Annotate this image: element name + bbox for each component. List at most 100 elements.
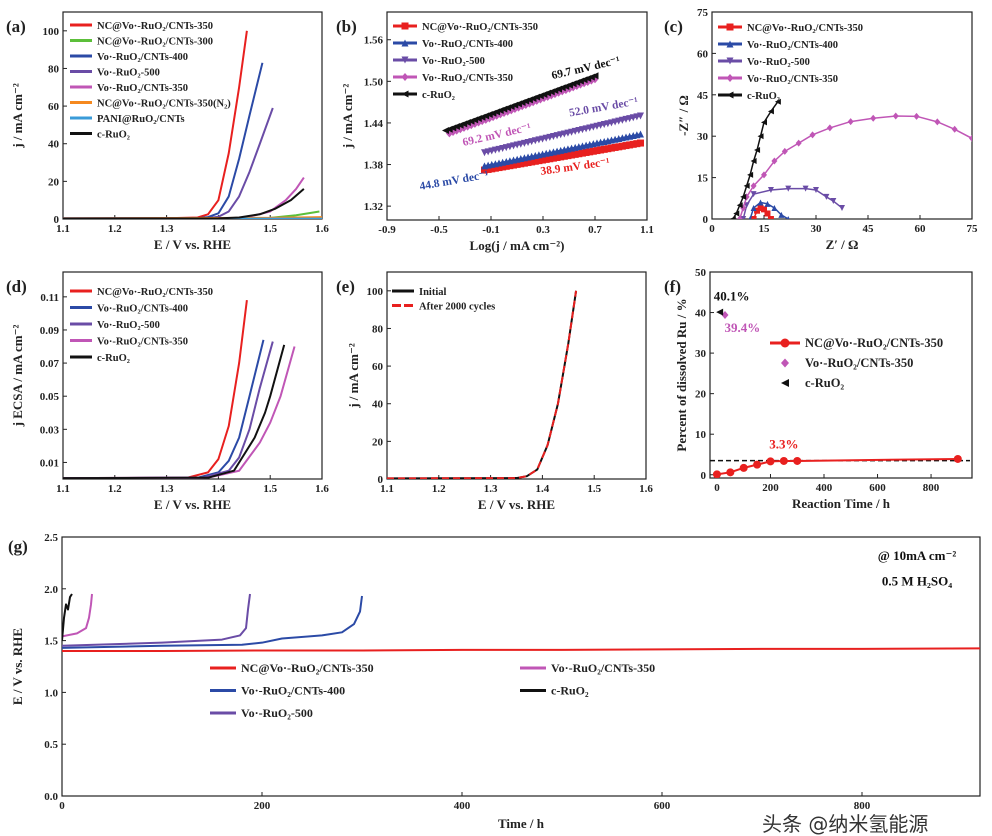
y-tick-label: 1.50 [364,76,384,88]
legend-item: Vo·-RuO₂/CNTs-400 [210,684,345,698]
data-point [774,98,781,105]
x-tick-label: 1.1 [380,483,394,495]
data-point [969,134,972,142]
legend-item: NC@Vo·-RuO₂/CNTs-350(N₂) [70,99,231,110]
legend-marker [401,56,409,64]
data-point [839,204,845,211]
legend-label: Vo·-RuO₂/CNTs-400 [97,52,188,63]
series-group [442,72,644,174]
data-point [600,145,608,153]
annotation: 44.8 mV dec⁻¹ [419,169,490,193]
legend-marker [726,74,734,82]
data-point [582,148,590,156]
legend-item: Vo·-RuO₂/CNTs-400 [70,52,188,63]
legend-item: NC@Vo·-RuO₂/CNTs-350 [70,287,213,298]
legend-marker [401,73,409,81]
x-tick-label: 1.1 [56,223,70,235]
series-line [739,115,972,219]
data-point [611,143,619,151]
y-tick-label: 40 [48,139,60,151]
data-point [626,141,634,149]
data-point [754,147,761,153]
data-point [778,211,785,218]
data-point [721,310,729,319]
legend-item: Vo·-RuO₂-500 [718,57,810,68]
legend-item: Vo·-RuO₂/CNTs-350 [781,356,913,370]
series-line [63,188,305,219]
data-point [750,204,757,211]
data-point [568,151,576,159]
x-tick-label: 1.6 [639,483,653,495]
x-tick-label: 200 [254,800,271,812]
data-point [767,108,774,115]
y-axis-label: j / mA cm⁻² [346,343,361,409]
data-point [766,457,775,466]
data-point [637,130,644,138]
data-point [747,171,754,178]
legend-label: NC@Vo·-RuO₂/CNTs-300 [97,37,213,48]
panel-label: (f) [664,277,681,296]
x-tick-label: 800 [854,800,871,812]
data-point [615,143,623,151]
data-point [622,142,630,150]
legend-label: Vo·-RuO₂-500 [241,706,313,720]
data-point [712,470,721,478]
y-tick-label: 0.03 [40,424,60,436]
y-tick-label: 1.44 [364,118,384,130]
panel-label: (b) [336,17,357,36]
x-axis-label: Log(j / mA cm⁻²) [470,238,565,253]
y-tick-label: 1.56 [364,35,384,47]
x-tick-label: -0.9 [378,224,396,236]
y-tick-label: 100 [367,286,384,298]
panel-label: (g) [8,537,28,556]
data-point [761,171,767,179]
axes-frame [386,11,648,221]
legend-label: NC@Vo·-RuO₂/CNTs-350 [97,287,213,298]
legend-marker [401,90,409,98]
legend-label: Vo·-RuO₂/CNTs-350 [422,73,513,84]
series-line [62,593,251,647]
legend-label: c-RuO₂ [97,353,130,364]
panel-a: 1.1 1.2 1.3 1.4 1.5 1.6 0 20 40 60 80 100 E / V vs. … [6,11,329,252]
y-tick-label: 20 [372,436,384,448]
data-point [553,154,561,162]
x-tick-label: 1.3 [160,483,174,495]
data-point [750,158,757,165]
x-axis-label: E / V vs. RHE [154,497,231,512]
y-tick-label: 0 [703,214,709,226]
data-point [524,159,532,167]
data-point [517,160,525,168]
panel-label: (d) [6,277,27,296]
data-point [560,152,568,160]
axes-frame [61,536,981,797]
legend-label: c-RuO₂ [747,91,780,102]
legend-label: Vo·-RuO₂-500 [422,56,485,67]
data-point [729,216,736,219]
data-point [953,454,962,463]
y-tick-label: 0.05 [40,391,60,403]
series-group [712,308,962,478]
data-point [847,118,854,126]
y-tick-label: 0.0 [44,791,58,803]
data-point [830,198,837,205]
legend-item: Initial [392,287,447,298]
data-point [502,162,510,170]
panel-label: (a) [6,17,26,36]
legend-label: NC@Vo·-RuO₂/CNTs-350 [97,21,213,32]
data-point [607,144,615,152]
panel-b: -0.9 -0.5 -0.1 0.3 0.7 1.1 1.32 1.38 1.44 1.50 1.5… [336,11,654,253]
data-point [913,112,920,120]
data-point [618,142,626,150]
data-point [743,182,750,189]
y-tick-label: 60 [372,361,384,373]
watermark: 头条 @纳米氢能源 [762,812,928,836]
axes-frame [62,271,323,480]
data-point [726,468,735,477]
y-axis-label: Percent of dissolved Ru / % [674,298,689,451]
y-tick-label: 0 [701,470,707,482]
y-tick-label: 15 [697,173,709,185]
data-point [557,153,565,161]
data-point [870,114,877,122]
y-axis-label: j / mA cm⁻² [10,83,25,149]
y-tick-label: 0.11 [40,292,59,304]
